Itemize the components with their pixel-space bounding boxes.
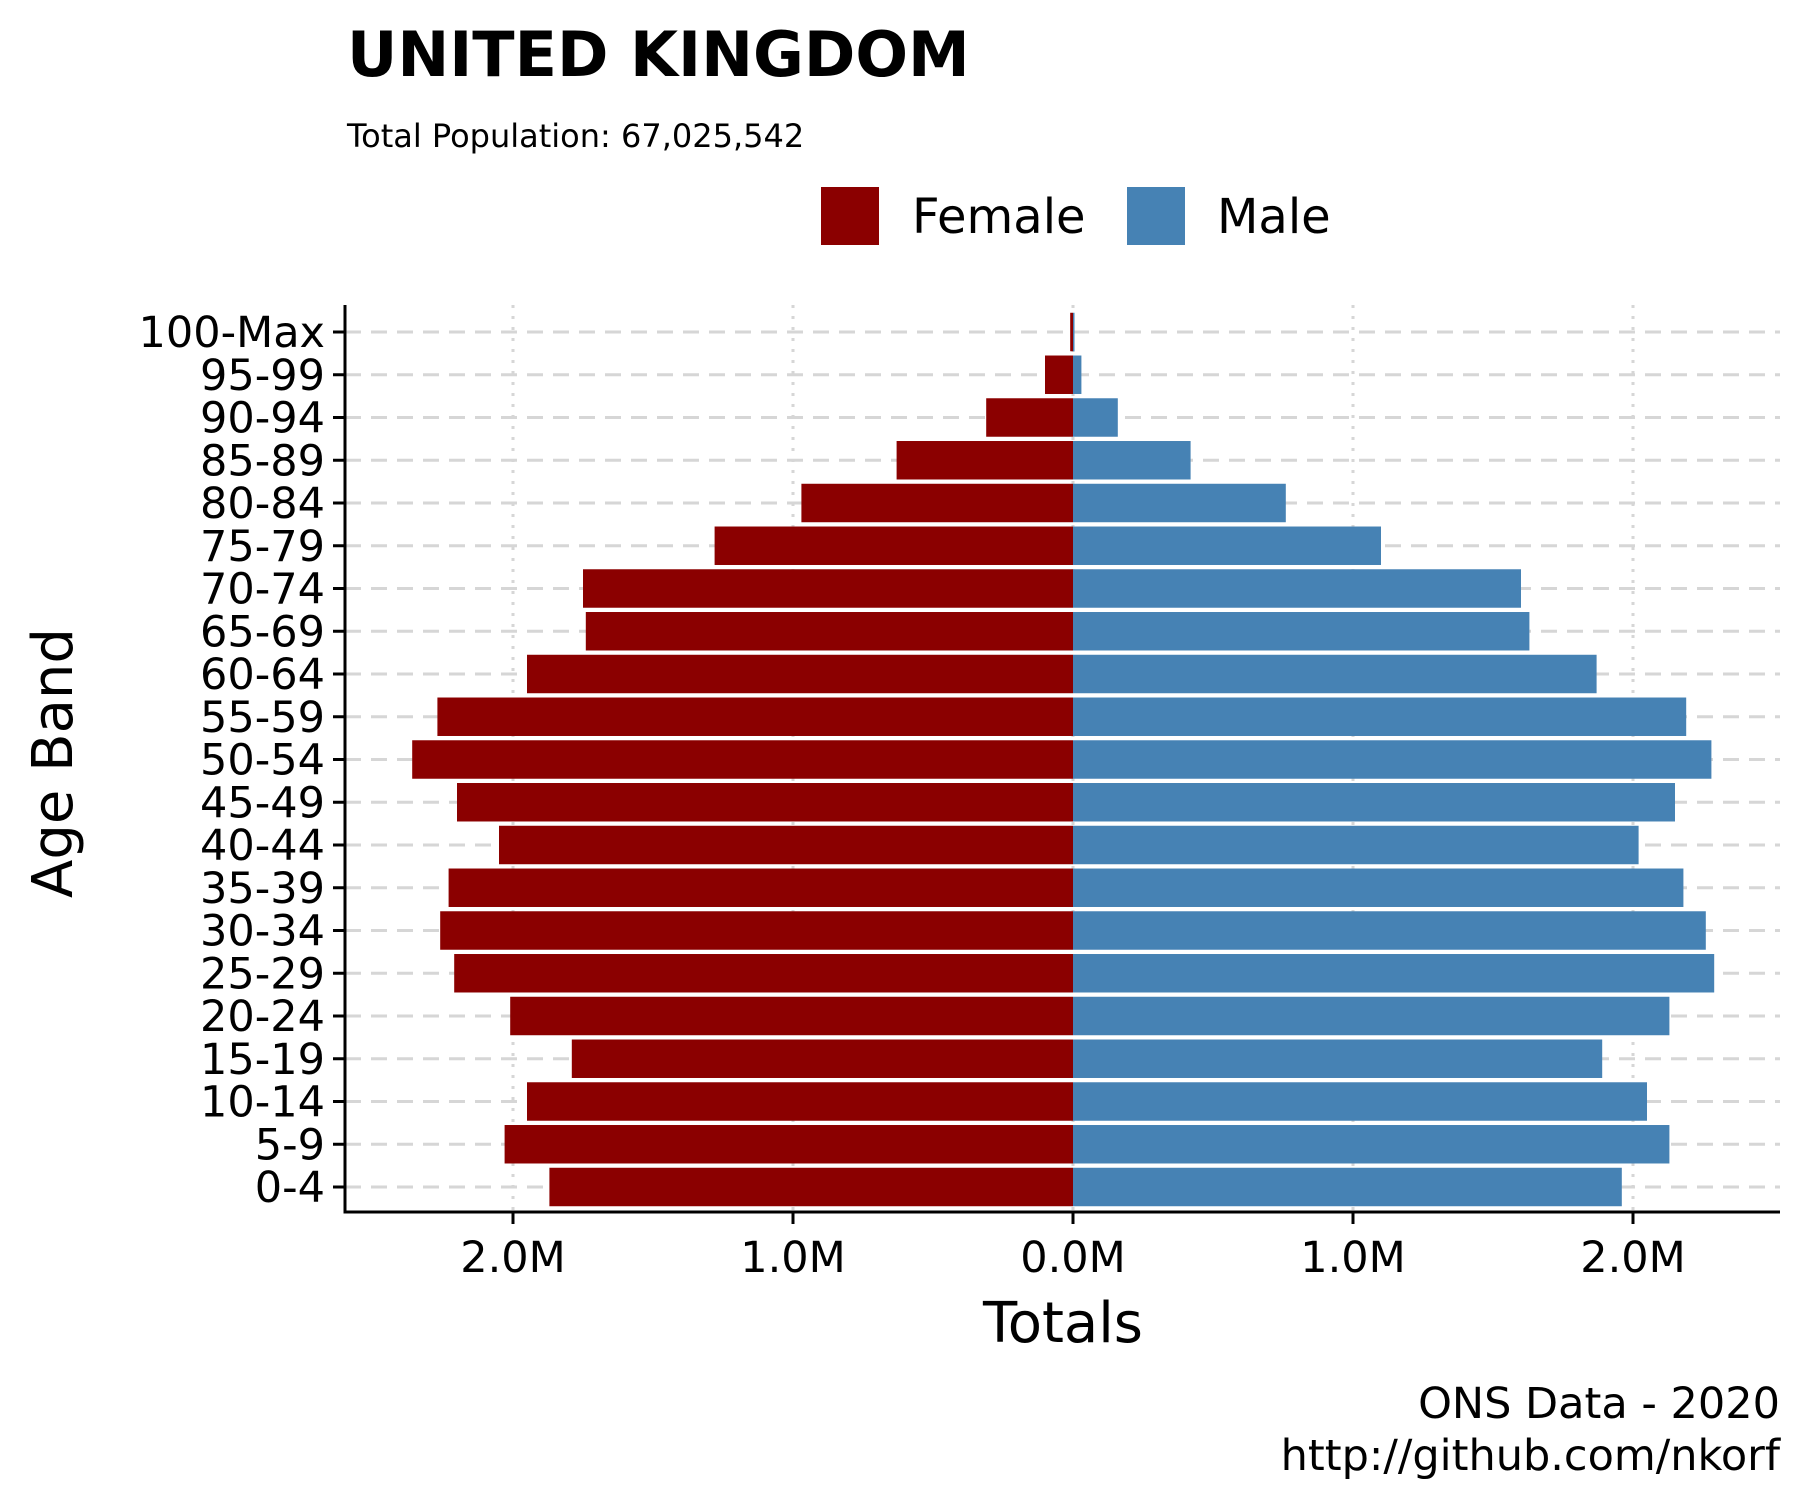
- bar-female-70-74: [583, 569, 1073, 608]
- bars: [412, 312, 1715, 1207]
- chart-subtitle: Total Population: 67,025,542: [346, 117, 804, 155]
- legend-swatch-male: [1127, 187, 1185, 245]
- chart-title: UNITED KINGDOM: [347, 18, 970, 91]
- bar-male-45-49: [1073, 783, 1675, 822]
- bar-male-80-84: [1073, 483, 1286, 523]
- y-tick-label: 70-74: [200, 565, 325, 615]
- x-tick-label: 2.0M: [460, 1233, 565, 1283]
- x-tick-label: 1.0M: [1300, 1233, 1405, 1283]
- bar-female-60-64: [527, 654, 1073, 694]
- bar-male-75-79: [1073, 526, 1381, 565]
- bar-female-95-99: [1045, 355, 1073, 394]
- y-tick-label: 30-34: [200, 907, 325, 957]
- y-tick-label: 55-59: [200, 693, 325, 743]
- bar-female-40-44: [499, 825, 1073, 865]
- bar-male-20-24: [1073, 996, 1670, 1036]
- bar-female-20-24: [510, 996, 1073, 1036]
- bar-female-55-59: [437, 697, 1073, 736]
- bar-male-65-69: [1073, 612, 1530, 651]
- y-tick-label: 90-94: [200, 394, 325, 444]
- bar-female-15-19: [571, 1039, 1073, 1078]
- bar-male-70-74: [1073, 569, 1521, 608]
- y-tick-label: 45-49: [200, 778, 325, 828]
- bar-male-10-14: [1073, 1082, 1647, 1121]
- bar-male-85-89: [1073, 441, 1191, 480]
- y-tick-label: 75-79: [200, 522, 325, 572]
- y-tick-label: 15-19: [200, 1035, 325, 1085]
- x-tick-label: 1.0M: [740, 1233, 845, 1283]
- caption-source: ONS Data - 2020: [1418, 1379, 1780, 1429]
- bar-male-95-99: [1073, 355, 1082, 394]
- bar-female-5-9: [504, 1125, 1074, 1164]
- bar-female-85-89: [896, 441, 1073, 480]
- y-tick-label: 50-54: [200, 736, 325, 786]
- bar-female-45-49: [457, 783, 1073, 822]
- caption-url: http://github.com/nkorf: [1281, 1431, 1781, 1481]
- bar-male-60-64: [1073, 654, 1597, 694]
- bar-female-80-84: [801, 483, 1073, 523]
- y-tick-label: 100-Max: [139, 308, 326, 358]
- bar-female-25-29: [454, 954, 1073, 993]
- bar-male-90-94: [1073, 398, 1118, 437]
- bar-male-15-19: [1073, 1039, 1603, 1078]
- bar-female-10-14: [527, 1082, 1073, 1121]
- y-axis-title: Age Band: [21, 628, 86, 898]
- x-tick-label: 2.0M: [1580, 1233, 1685, 1283]
- y-tick-label: 95-99: [200, 351, 325, 401]
- y-tick-label: 65-69: [200, 607, 325, 657]
- y-tick-label: 40-44: [200, 821, 325, 871]
- axes: [333, 305, 1780, 1224]
- y-tick-label: 85-89: [200, 436, 325, 486]
- bar-female-65-69: [585, 612, 1073, 651]
- bar-male-5-9: [1073, 1125, 1670, 1164]
- bar-male-30-34: [1073, 911, 1706, 950]
- y-tick-label: 25-29: [200, 949, 325, 999]
- bar-female-75-79: [714, 526, 1073, 565]
- bar-female-100-Max: [1070, 312, 1073, 352]
- y-tick-label: 80-84: [200, 479, 325, 529]
- bar-male-100-Max: [1073, 312, 1075, 352]
- bar-male-40-44: [1073, 825, 1639, 865]
- legend-label-female: Female: [912, 189, 1086, 245]
- bar-male-55-59: [1073, 697, 1687, 736]
- bar-female-30-34: [440, 911, 1073, 950]
- x-tick-labels: 2.0M 1.0M 0.0M 1.0M 2.0M: [460, 1233, 1685, 1283]
- y-tick-label: 10-14: [200, 1078, 325, 1128]
- x-axis-title: Totals: [982, 1291, 1143, 1356]
- x-tick-label: 0.0M: [1020, 1233, 1125, 1283]
- legend-swatch-female: [821, 187, 879, 245]
- legend-label-male: Male: [1217, 189, 1331, 245]
- bar-male-35-39: [1073, 868, 1684, 907]
- y-tick-label: 0-4: [255, 1163, 325, 1213]
- y-tick-label: 5-9: [255, 1120, 325, 1170]
- bar-female-0-4: [549, 1167, 1073, 1207]
- bar-female-90-94: [986, 398, 1073, 437]
- bar-male-50-54: [1073, 740, 1712, 779]
- bar-male-25-29: [1073, 954, 1715, 993]
- y-tick-label: 60-64: [200, 650, 325, 700]
- bar-male-0-4: [1073, 1167, 1622, 1207]
- bar-female-35-39: [448, 868, 1074, 907]
- bar-female-50-54: [412, 740, 1073, 779]
- legend: Female Male: [821, 187, 1331, 245]
- y-tick-label: 35-39: [200, 864, 325, 914]
- y-tick-label: 20-24: [200, 992, 325, 1042]
- y-tick-labels: 0-45-910-1415-1920-2425-2930-3435-3940-4…: [139, 308, 326, 1213]
